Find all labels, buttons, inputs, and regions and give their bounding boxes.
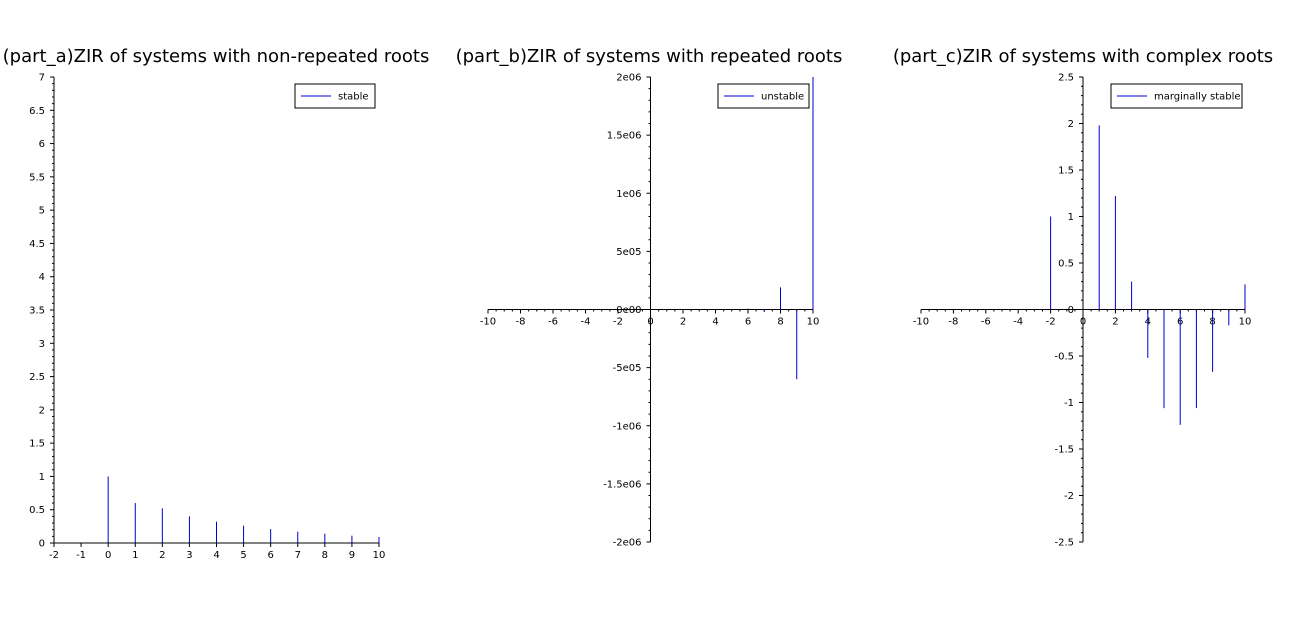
x-tick-label: 4 <box>213 550 219 561</box>
chart-title: (part_c)ZIR of systems with complex root… <box>893 46 1273 67</box>
y-tick-label: -5e05 <box>613 363 642 374</box>
x-tick-label: -2 <box>49 550 59 561</box>
x-tick-label: 0 <box>1080 317 1086 328</box>
y-tick-label: 3.5 <box>29 306 45 317</box>
y-tick-label: -1.5e06 <box>603 479 641 490</box>
y-tick-label: 4.5 <box>29 239 45 250</box>
x-tick-label: 2 <box>1112 317 1118 328</box>
x-tick-label: -10 <box>480 317 496 328</box>
legend-label: marginally stable <box>1154 92 1241 103</box>
y-tick-label: -1e06 <box>613 421 642 432</box>
x-tick-label: -6 <box>548 317 558 328</box>
y-tick-label: 5 <box>39 206 45 217</box>
x-tick-label: -8 <box>516 317 526 328</box>
y-tick-label: 6 <box>39 139 45 150</box>
y-tick-label: 1 <box>39 472 45 483</box>
x-tick-label: 6 <box>745 317 751 328</box>
y-tick-label: 2 <box>39 405 45 416</box>
x-tick-label: 2 <box>680 317 686 328</box>
x-tick-label: -6 <box>981 317 991 328</box>
x-tick-label: 6 <box>267 550 273 561</box>
y-tick-label: 0.5 <box>1058 259 1074 270</box>
y-tick-label: -1 <box>1064 398 1074 409</box>
y-tick-label: -2 <box>1064 491 1074 502</box>
x-tick-label: -8 <box>948 317 958 328</box>
x-tick-label: 2 <box>159 550 165 561</box>
x-tick-label: 10 <box>807 317 820 328</box>
y-tick-label: 6.5 <box>29 106 45 117</box>
x-tick-label: 9 <box>349 550 355 561</box>
y-tick-label: 7 <box>39 73 45 84</box>
x-tick-label: 5 <box>240 550 246 561</box>
chart-title: (part_b)ZIR of systems with repeated roo… <box>456 46 843 67</box>
y-tick-label: 0e00 <box>616 305 641 316</box>
y-tick-label: 0 <box>39 539 45 550</box>
y-tick-label: 0.5 <box>29 505 45 516</box>
legend: unstable <box>717 83 810 109</box>
y-tick-label: 3 <box>39 339 45 350</box>
chart-panel-2: (part_b)ZIR of systems with repeated roo… <box>456 46 843 549</box>
y-tick-label: 0 <box>1068 305 1074 316</box>
x-tick-label: -4 <box>581 317 591 328</box>
x-tick-label: 8 <box>777 317 783 328</box>
x-tick-label: -4 <box>1013 317 1023 328</box>
y-tick-label: 1.5 <box>1058 166 1074 177</box>
y-tick-label: 2 <box>1068 119 1074 130</box>
y-tick-label: 1.5 <box>29 439 45 450</box>
y-tick-label: 2.5 <box>1058 73 1074 84</box>
legend-label: stable <box>338 92 369 103</box>
x-tick-label: 4 <box>712 317 718 328</box>
y-tick-label: -1.5 <box>1054 445 1074 456</box>
y-tick-label: 5.5 <box>29 172 45 183</box>
y-tick-label: -2.5 <box>1054 538 1074 549</box>
y-tick-label: 1.5e06 <box>607 131 642 142</box>
y-tick-label: 2.5 <box>29 372 45 383</box>
y-tick-label: 1e06 <box>616 189 641 200</box>
x-tick-label: 10 <box>373 550 386 561</box>
y-tick-label: -0.5 <box>1054 352 1074 363</box>
x-tick-label: -1 <box>76 550 86 561</box>
legend-label: unstable <box>761 92 804 103</box>
y-tick-label: 4 <box>39 272 45 283</box>
legend: stable <box>294 83 376 109</box>
x-tick-label: 10 <box>1239 317 1252 328</box>
y-tick-label: 2e06 <box>616 73 641 84</box>
chart-title: (part_a)ZIR of systems with non-repeated… <box>3 46 430 67</box>
x-tick-label: 0 <box>647 317 653 328</box>
y-tick-label: 1 <box>1068 212 1074 223</box>
y-tick-label: -2e06 <box>613 538 642 549</box>
x-tick-label: 3 <box>186 550 192 561</box>
x-tick-label: -10 <box>913 317 929 328</box>
x-tick-label: 0 <box>105 550 111 561</box>
x-tick-label: 1 <box>132 550 138 561</box>
x-tick-label: 8 <box>322 550 328 561</box>
y-tick-label: 5e05 <box>616 247 641 258</box>
x-tick-label: -2 <box>613 317 623 328</box>
chart-panel-3: (part_c)ZIR of systems with complex root… <box>893 46 1273 549</box>
legend: marginally stable <box>1110 83 1243 109</box>
chart-panel-1: (part_a)ZIR of systems with non-repeated… <box>3 46 430 561</box>
x-tick-label: -2 <box>1046 317 1056 328</box>
x-tick-label: 7 <box>295 550 301 561</box>
